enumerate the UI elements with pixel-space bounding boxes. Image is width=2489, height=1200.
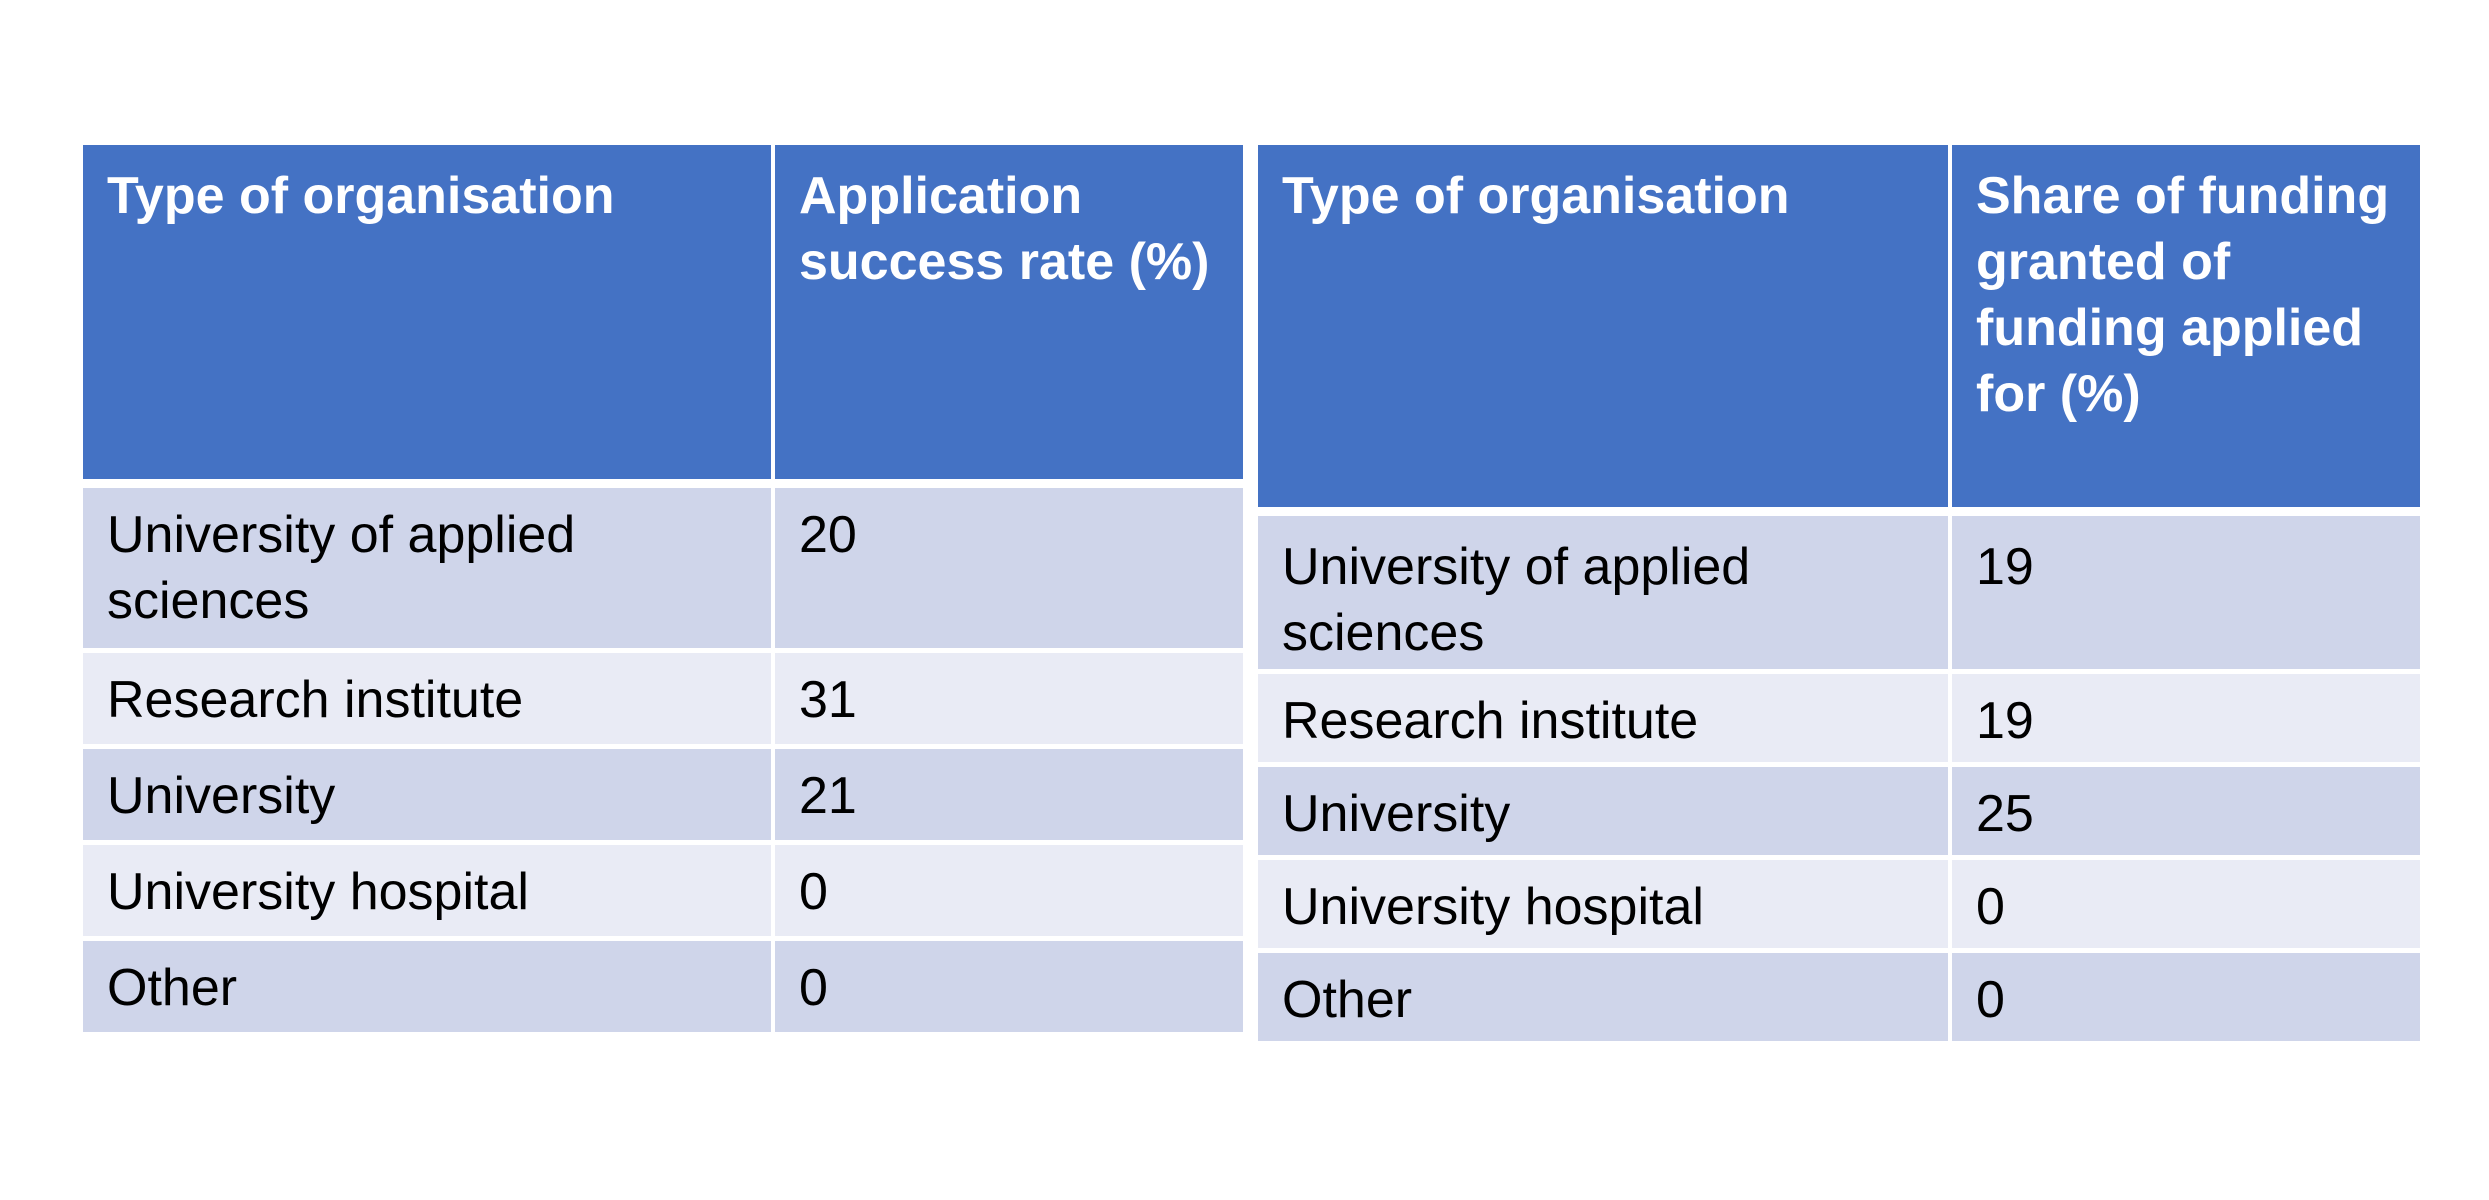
- table-row: Other 0: [83, 938, 1243, 1037]
- funding-share-table: Type of organisation Share of funding gr…: [1258, 145, 2420, 1046]
- table-cell-organisation: Other: [83, 938, 775, 1037]
- column-header-organisation-type: Type of organisation: [83, 145, 775, 488]
- table-cell-value: 0: [1950, 950, 2420, 1046]
- table-cell-value: 19: [1950, 511, 2420, 674]
- table-cell-value: 21: [773, 746, 1243, 845]
- table-row: University hospital 0: [1258, 857, 2420, 953]
- table-cell-organisation: University of applied sciences: [1258, 511, 1952, 674]
- table-cell-value: 25: [1950, 764, 2420, 860]
- column-header-success-rate: Application success rate (%): [773, 145, 1243, 488]
- table-row: University hospital 0: [83, 842, 1243, 941]
- table-cell-value: 31: [773, 650, 1243, 749]
- table-cell-organisation: University: [1258, 764, 1952, 860]
- table-cell-value: 0: [1950, 857, 2420, 953]
- table-cell-organisation: University hospital: [83, 842, 775, 941]
- column-header-funding-share: Share of funding granted of funding appl…: [1950, 145, 2420, 516]
- table-cell-value: 0: [773, 938, 1243, 1037]
- success-rate-table: Type of organisation Application success…: [83, 145, 1243, 1037]
- table-row: Research institute 31: [83, 650, 1243, 749]
- table-header-row: Type of organisation Share of funding gr…: [1258, 145, 2420, 516]
- table-cell-value: 0: [773, 842, 1243, 941]
- table-cell-organisation: Research institute: [83, 650, 775, 749]
- table-cell-value: 20: [773, 483, 1243, 653]
- table-row: University of applied sciences 19: [1258, 511, 2420, 674]
- table-cell-value: 19: [1950, 671, 2420, 767]
- table-cell-organisation: University of applied sciences: [83, 483, 775, 653]
- table-row: University of applied sciences 20: [83, 483, 1243, 653]
- table-row: Other 0: [1258, 950, 2420, 1046]
- table-cell-organisation: Other: [1258, 950, 1952, 1046]
- table-header-row: Type of organisation Application success…: [83, 145, 1243, 488]
- table-cell-organisation: University hospital: [1258, 857, 1952, 953]
- table-cell-organisation: Research institute: [1258, 671, 1952, 767]
- table-cell-organisation: University: [83, 746, 775, 845]
- table-row: University 25: [1258, 764, 2420, 860]
- table-row: Research institute 19: [1258, 671, 2420, 767]
- table-row: University 21: [83, 746, 1243, 845]
- column-header-organisation-type: Type of organisation: [1258, 145, 1952, 516]
